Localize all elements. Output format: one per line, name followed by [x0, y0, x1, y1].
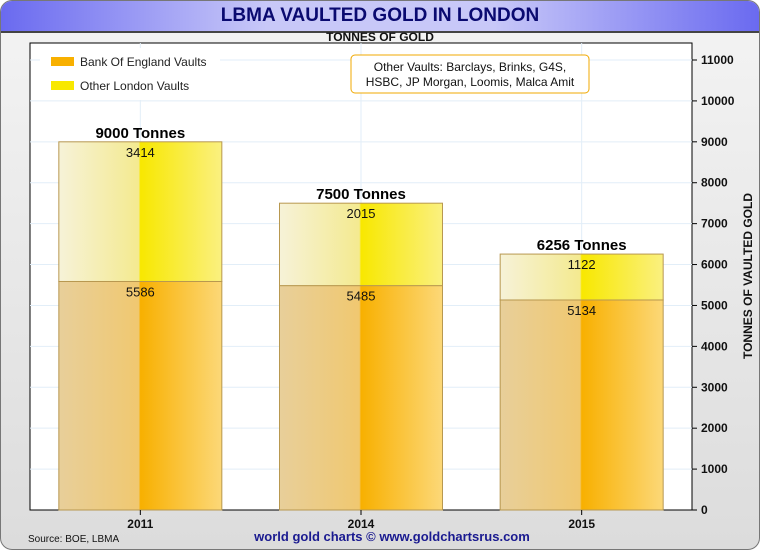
data-label: 5586	[126, 284, 155, 299]
total-label: 6256 Tonnes	[537, 237, 627, 254]
legend-label: Bank Of England Vaults	[80, 55, 207, 69]
y-axis-label: TONNES OF VAULTED GOLD	[741, 193, 755, 359]
legend-label: Other London Vaults	[80, 79, 189, 93]
title-bar: LBMA VAULTED GOLD IN LONDON	[1, 1, 759, 33]
x-tick-label: 2011	[127, 517, 153, 531]
data-label: 5134	[567, 303, 596, 318]
bar-other-2011	[58, 141, 223, 282]
total-label: 7500 Tonnes	[316, 186, 406, 203]
legend-swatch	[51, 57, 74, 66]
legend	[40, 48, 220, 100]
annotation-box	[350, 54, 590, 94]
y-tick-label: 7000	[701, 217, 728, 231]
y-tick-label: 10000	[701, 94, 735, 108]
y-tick-label: 4000	[701, 339, 728, 353]
chart-subtitle: TONNES OF GOLD	[326, 30, 434, 44]
y-tick-label: 3000	[701, 380, 728, 394]
bar-boe-2015	[499, 299, 664, 511]
y-tick-label: 2000	[701, 421, 728, 435]
source-text: Source: BOE, LBMA	[28, 534, 119, 545]
y-tick-label: 9000	[701, 135, 728, 149]
bar-other-2015	[499, 253, 664, 301]
annotation-text: HSBC, JP Morgan, Loomis, Malca Amit	[366, 75, 575, 89]
data-label: 2015	[347, 206, 376, 221]
data-label: 5485	[347, 289, 376, 304]
annotation-text: Other Vaults: Barclays, Brinks, G4S,	[374, 60, 567, 74]
credit-text: world gold charts © www.goldchartsrus.co…	[253, 529, 530, 544]
y-tick-label: 1000	[701, 462, 728, 476]
y-tick-label: 6000	[701, 258, 728, 272]
legend-swatch	[51, 81, 74, 90]
chart-title: LBMA VAULTED GOLD IN LONDON	[220, 5, 540, 26]
y-tick-label: 5000	[701, 298, 728, 312]
x-tick-label: 2015	[568, 517, 595, 531]
bar-boe-2014	[279, 285, 443, 511]
y-tick-label: 0	[701, 503, 708, 517]
total-label: 9000 Tonnes	[95, 125, 185, 142]
bar-other-2014	[279, 202, 443, 287]
y-tick-label: 11000	[701, 53, 734, 67]
x-tick-label: 2014	[348, 517, 375, 531]
bar-boe-2011	[58, 280, 223, 511]
data-label: 3414	[126, 145, 155, 160]
data-label: 1122	[568, 257, 596, 272]
y-tick-label: 8000	[701, 176, 728, 190]
